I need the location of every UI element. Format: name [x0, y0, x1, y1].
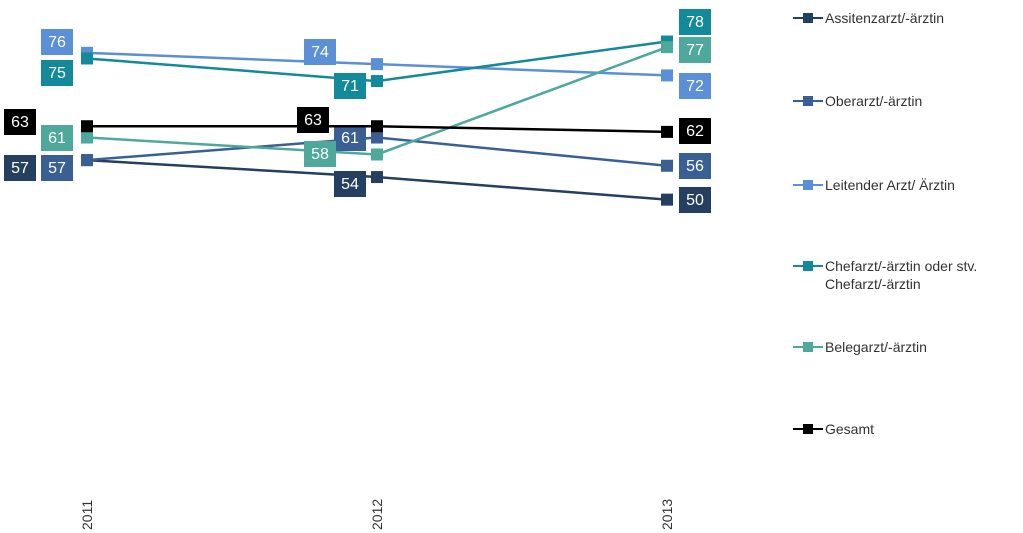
- x-tick-label: 2012: [369, 499, 385, 530]
- data-label: 72: [686, 78, 704, 95]
- data-label: 78: [686, 14, 704, 31]
- legend-swatch: [793, 257, 823, 275]
- data-label-box: [679, 73, 711, 99]
- legend-swatch: [793, 420, 823, 438]
- legend-label: Assitenzarzt/-ärztin: [825, 10, 945, 26]
- marker: [371, 75, 383, 88]
- data-label-box: [4, 155, 36, 181]
- data-label-box: [334, 73, 366, 99]
- marker: [81, 154, 93, 167]
- legend-item: Gesamt: [793, 420, 1021, 438]
- data-label-box: [41, 60, 73, 86]
- marker: [661, 159, 673, 172]
- data-label: 50: [686, 192, 704, 209]
- data-label: 74: [311, 44, 329, 61]
- legend-label: Gesamt: [825, 421, 875, 437]
- legend-label: Leitender Arzt/ Ärztin: [825, 177, 955, 193]
- data-label: 75: [48, 65, 66, 82]
- data-label-box: [41, 155, 73, 181]
- data-label: 61: [48, 130, 66, 147]
- legend-label: Belegarzt/-ärztin: [825, 339, 927, 355]
- marker: [371, 148, 383, 161]
- data-label-box: [41, 29, 73, 55]
- data-label-box: [679, 118, 711, 144]
- marker: [81, 52, 93, 65]
- marker: [371, 58, 383, 71]
- marker: [661, 193, 673, 206]
- x-tick-label: 2013: [659, 499, 675, 530]
- legend-label: Chefarzt/-ärztin oder stv. Chefarzt/-ärz…: [825, 258, 978, 292]
- data-label: 62: [686, 123, 704, 140]
- data-label: 54: [341, 176, 359, 193]
- data-label-box: [679, 37, 711, 63]
- data-label-box: [679, 9, 711, 35]
- marker: [371, 171, 383, 184]
- legend-marker: [803, 180, 813, 190]
- legend-swatch: [793, 176, 823, 194]
- legend-swatch: [793, 92, 823, 110]
- legend-item: Leitender Arzt/ Ärztin: [793, 176, 1021, 194]
- data-label: 71: [341, 78, 359, 95]
- plot-area: 2011 2012 2013 57 54 50 57 61 56 76 74 72 75 71 78 61 58…: [4, 9, 711, 530]
- legend-item: Chefarzt/-ärztin oder stv. Chefarzt/-ärz…: [793, 257, 1021, 293]
- data-label-box: [297, 107, 329, 133]
- legend-item: Oberarzt/-ärztin: [793, 92, 1021, 110]
- data-label-box: [334, 125, 366, 151]
- data-label-box: [304, 39, 336, 65]
- legend-label: Oberarzt/-ärztin: [825, 93, 923, 109]
- marker: [661, 41, 673, 54]
- legend-item: Assitenzarzt/-ärztin: [793, 9, 1021, 27]
- data-label: 77: [686, 42, 704, 59]
- legend-marker: [803, 261, 813, 271]
- data-label: 58: [311, 146, 329, 163]
- marker: [81, 120, 93, 133]
- data-label: 57: [11, 160, 29, 177]
- legend-swatch: [793, 9, 823, 27]
- marker: [81, 131, 93, 144]
- data-label: 57: [48, 160, 66, 177]
- legend-marker: [803, 424, 813, 434]
- data-label: 63: [11, 114, 29, 131]
- data-label-box: [41, 125, 73, 151]
- data-label: 76: [48, 34, 66, 51]
- data-label: 63: [304, 112, 322, 129]
- marker: [371, 120, 383, 133]
- data-label: 56: [686, 158, 704, 175]
- marker: [371, 131, 383, 144]
- data-label-box: [4, 109, 36, 135]
- x-tick-label: 2011: [79, 500, 95, 530]
- legend-marker: [803, 342, 813, 352]
- legend-marker: [803, 96, 813, 106]
- data-label: 61: [341, 130, 359, 147]
- data-label-box: [679, 187, 711, 213]
- data-label-box: [304, 141, 336, 167]
- data-label-box: [334, 171, 366, 197]
- data-label-box: [679, 153, 711, 179]
- marker: [661, 69, 673, 82]
- legend-marker: [803, 13, 813, 23]
- legend-swatch: [793, 338, 823, 356]
- marker: [661, 125, 673, 138]
- legend-item: Belegarzt/-ärztin: [793, 338, 1021, 356]
